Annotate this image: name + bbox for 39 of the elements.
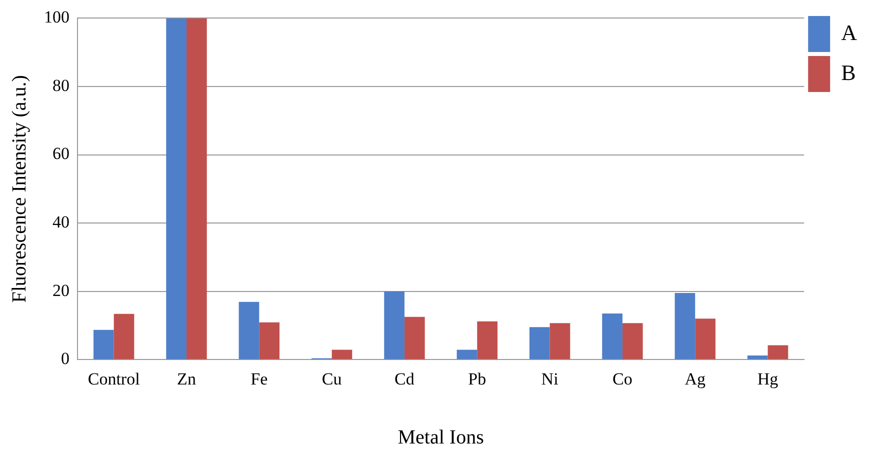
bar: [674, 293, 696, 360]
bar: [114, 314, 134, 360]
x-axis-title: Metal Ions: [398, 426, 484, 448]
x-tick-label: Fe: [250, 369, 268, 388]
x-tick-label: Hg: [757, 369, 779, 388]
bar: [238, 302, 260, 360]
bar: [550, 323, 570, 360]
y-tick-label: 80: [52, 76, 70, 95]
bar: [529, 327, 550, 360]
y-tick-label: 60: [52, 144, 70, 164]
y-tick-label: 20: [52, 280, 70, 300]
bar: [259, 322, 280, 360]
bar: [384, 291, 404, 360]
legend-label: B: [841, 60, 856, 85]
x-tick-label: Ni: [541, 369, 559, 388]
bar: [166, 18, 186, 360]
y-axis-title: Fluorescence Intensity (a.u.): [8, 75, 30, 303]
bar: [404, 316, 425, 360]
x-tick-label: Cd: [394, 369, 415, 388]
x-tick-label: Pb: [468, 369, 486, 388]
y-tick-label: 100: [44, 8, 70, 27]
x-tick-label: Co: [612, 369, 632, 388]
bar: [768, 345, 788, 360]
bar: [747, 356, 768, 360]
bar: [456, 350, 478, 360]
bar: [477, 321, 498, 360]
y-tick-label: 0: [61, 349, 70, 368]
bar: [93, 330, 114, 360]
bar: [602, 314, 622, 360]
bar: [695, 318, 716, 360]
bar: [622, 323, 643, 360]
x-tick-label: Ag: [684, 369, 706, 388]
legend-label: A: [841, 20, 858, 45]
x-tick-label: Zn: [177, 369, 196, 388]
x-tick-label: Cu: [322, 369, 342, 388]
y-tick-label: 40: [52, 212, 70, 232]
bar: [186, 18, 207, 360]
bar: [332, 350, 352, 360]
x-tick-label: Control: [88, 369, 140, 388]
